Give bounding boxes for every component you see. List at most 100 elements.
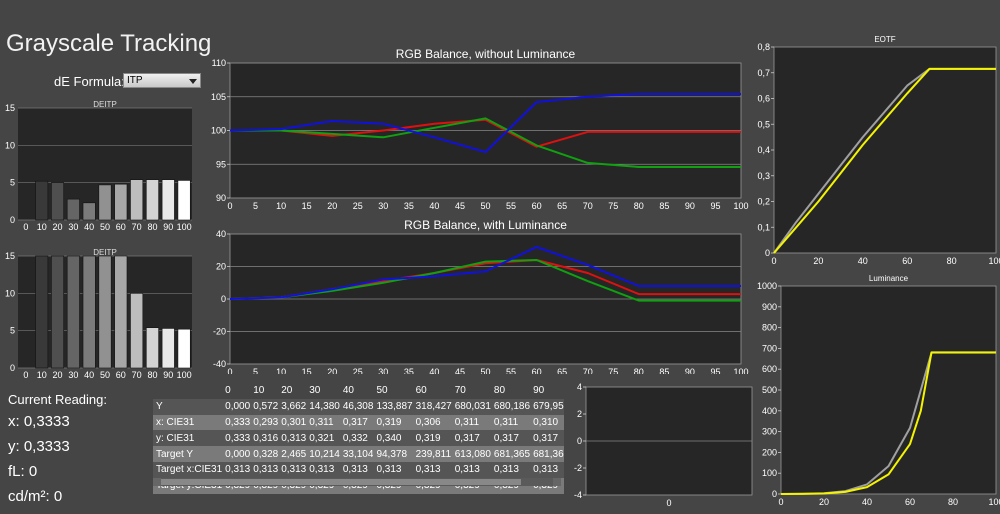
x-tick-label: 10 <box>276 367 286 374</box>
x-tick-label: 90 <box>685 201 695 211</box>
bar <box>51 255 65 369</box>
y-tick-label: 110 <box>212 58 226 68</box>
bar <box>161 179 175 221</box>
x-tick-label: 35 <box>404 201 414 211</box>
de-formula-select[interactable]: ITP <box>123 73 201 88</box>
table-header-cell: 30 <box>306 383 340 399</box>
bar <box>161 328 175 369</box>
y-tick-label: 0,7 <box>757 68 770 78</box>
x-tick-label: 60 <box>116 222 126 232</box>
y-tick-label: 20 <box>216 262 226 272</box>
x-tick-label: 40 <box>84 222 94 232</box>
y-tick-label: -2 <box>574 463 582 473</box>
y-tick-label: 1000 <box>757 281 777 291</box>
table-cell: 0,333 <box>222 430 251 447</box>
table-cell: 0,313 <box>250 461 279 478</box>
plot-area <box>780 285 997 495</box>
table-cell: 0,311 <box>490 414 531 431</box>
table-cell: 0,311 <box>306 414 340 431</box>
x-tick-label: 35 <box>404 367 414 374</box>
bar <box>66 198 80 221</box>
bar <box>82 255 96 369</box>
y-tick-label: 15 <box>5 103 15 113</box>
bar <box>98 184 112 221</box>
table-cell: 0,313 <box>278 461 307 478</box>
deitp-chart-2: DEITP 0 5 10 15 0 10 20 30 40 50 60 70 80 90 100 <box>5 248 192 380</box>
x-tick-label: 15 <box>302 201 312 211</box>
table-cell: 0,328 <box>250 446 279 462</box>
x-tick-label: 20 <box>813 256 823 266</box>
table-cell: 239,811 <box>412 446 452 462</box>
y-tick-label: 5 <box>10 178 15 188</box>
x-tick-label: 80 <box>634 201 644 211</box>
table-cell: 133,887 <box>373 398 413 415</box>
x-tick-label: 65 <box>557 201 567 211</box>
row-label: Y <box>153 398 223 415</box>
x-tick-label: 80 <box>147 370 157 380</box>
table-cell: 0,313 <box>339 461 374 478</box>
measurement-table: 0 10 20 30 40 50 60 70 80 90 Y 0,000 0,572 3,662 14,38… <box>153 383 564 494</box>
scroll-left-icon[interactable] <box>153 478 161 486</box>
x-tick-label: 70 <box>583 201 593 211</box>
x-tick-label: 25 <box>353 201 363 211</box>
scrollbar-thumb[interactable] <box>161 479 521 485</box>
bar <box>114 183 128 221</box>
table-cell: 680,031 <box>451 398 491 415</box>
y-tick-label: 4 <box>577 383 582 392</box>
de-formula-label: dE Formula: <box>54 74 125 89</box>
page-title: Grayscale Tracking <box>6 30 212 57</box>
y-tick-label: 0 <box>772 489 777 499</box>
chart-title: RGB Balance, with Luminance <box>404 218 567 232</box>
table-cell: 2,465 <box>278 446 307 462</box>
table-cell: 0,317 <box>530 430 564 447</box>
x-tick-label: 0 <box>771 256 776 266</box>
bar <box>177 328 191 369</box>
x-tick-label: 0 <box>23 222 28 232</box>
x-tick-label: 20 <box>327 367 337 374</box>
table-row: Target Y 0,000 0,328 2,465 10,214 33,104 94,37… <box>153 446 564 462</box>
table-cell: 0,000 <box>222 446 251 462</box>
x-tick-label: 100 <box>177 370 192 380</box>
bar <box>177 180 191 221</box>
x-tick-label: 50 <box>480 367 490 374</box>
table-row: y: CIE31 0,333 0,316 0,313 0,321 0,332 0,340 0,… <box>153 430 564 447</box>
rgb-balance-luminance-chart: RGB Balance, with Luminance -40 -20 0 20 40 0 5… <box>213 218 749 374</box>
table-cell: 681,36 <box>530 446 564 462</box>
table-header-cell: 10 <box>250 383 279 399</box>
x-tick-label: 80 <box>947 256 957 266</box>
table-header-cell: 0 <box>222 383 251 399</box>
x-tick-label: 0 <box>23 370 28 380</box>
bar <box>130 179 144 221</box>
bar <box>145 179 159 221</box>
y-tick-label: 0 <box>10 363 15 373</box>
row-label: y: CIE31 <box>153 430 223 447</box>
x-tick-label: 60 <box>902 256 912 266</box>
y-tick-label: 105 <box>211 92 226 102</box>
row-label: Target Y <box>153 446 223 462</box>
table-cell: 0,319 <box>412 430 452 447</box>
x-tick-label: 75 <box>608 367 618 374</box>
x-tick-label: 100 <box>988 256 1000 266</box>
table-header-cell: 40 <box>339 383 374 399</box>
x-tick-label: 20 <box>53 222 63 232</box>
y-tick-label: 700 <box>762 343 777 353</box>
y-tick-label: 0,5 <box>757 119 770 129</box>
scroll-right-icon[interactable] <box>553 478 561 486</box>
x-tick-label: 10 <box>276 201 286 211</box>
reading-cd: cd/m²: 0 <box>8 488 63 505</box>
table-header-cell: 80 <box>490 383 531 399</box>
x-tick-label: 0 <box>227 201 232 211</box>
y-tick-label: -4 <box>574 490 582 500</box>
table-cell: 46,308 <box>339 398 374 415</box>
x-tick-label: 80 <box>948 497 958 507</box>
x-tick-label: 100 <box>733 201 748 211</box>
series-line-green <box>229 259 741 302</box>
x-tick-label: 30 <box>378 367 388 374</box>
table-scrollbar[interactable] <box>153 478 561 486</box>
x-tick-label: 40 <box>429 367 439 374</box>
y-tick-label: 0,2 <box>757 197 770 207</box>
table-cell: 0,313 <box>451 461 491 478</box>
bar <box>98 255 112 369</box>
current-reading-heading: Current Reading: <box>8 392 107 407</box>
y-tick-label: 600 <box>762 364 777 374</box>
